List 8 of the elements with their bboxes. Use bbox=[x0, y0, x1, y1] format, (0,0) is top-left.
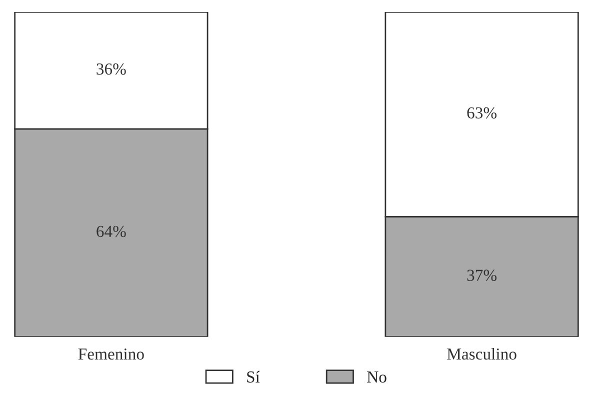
data-label: 63% bbox=[467, 107, 497, 119]
data-label: 37% bbox=[467, 270, 497, 281]
data-label: 64% bbox=[96, 226, 126, 238]
legend-label: Sí bbox=[247, 370, 260, 383]
x-tick-label: Masculino bbox=[447, 348, 516, 360]
data-label: 36% bbox=[96, 63, 126, 75]
legend-label: No bbox=[367, 372, 386, 383]
x-tick-label: Femenino bbox=[78, 348, 144, 360]
